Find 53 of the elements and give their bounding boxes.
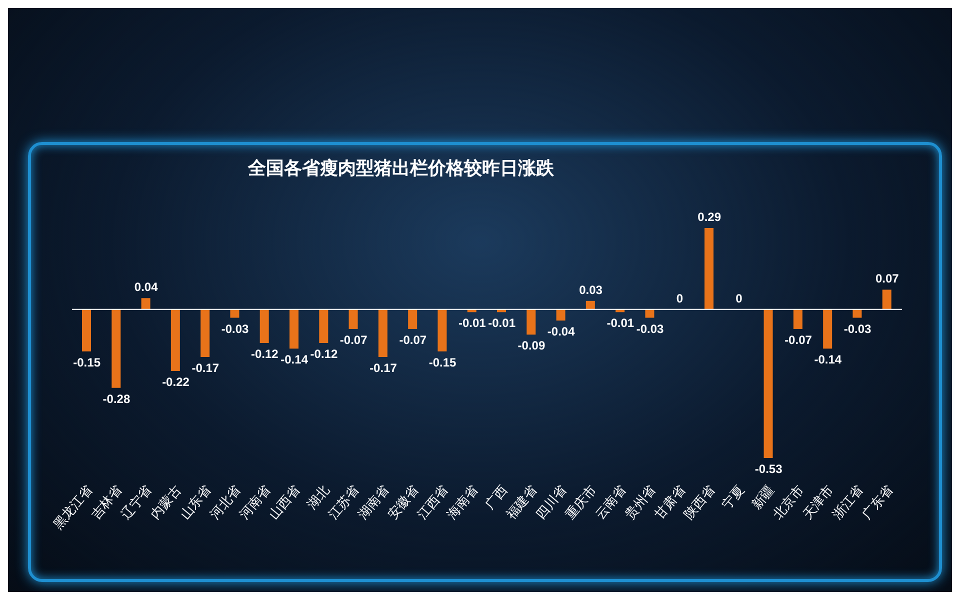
data-label: -0.01 — [488, 316, 516, 330]
bar — [260, 309, 269, 343]
bar — [290, 309, 298, 349]
data-label: 0.04 — [134, 280, 158, 294]
data-label: -0.12 — [310, 347, 338, 361]
x-tick-label: 宁夏 — [719, 482, 748, 512]
bar — [645, 309, 654, 318]
data-label: -0.03 — [844, 322, 872, 336]
bar — [82, 309, 91, 352]
data-label: -0.14 — [814, 352, 842, 367]
bar — [793, 309, 802, 329]
bar — [438, 309, 447, 352]
bar — [170, 309, 180, 372]
bar — [526, 309, 536, 335]
data-label: 0 — [736, 291, 743, 306]
data-label: -0.22 — [162, 375, 190, 390]
data-label: -0.01 — [606, 316, 634, 330]
data-label: -0.03 — [636, 322, 664, 336]
bar — [882, 290, 892, 310]
data-label: -0.04 — [547, 324, 576, 339]
data-label: 0.03 — [579, 282, 603, 297]
data-label: -0.15 — [428, 355, 457, 370]
data-label: -0.01 — [458, 316, 486, 330]
data-label: -0.17 — [370, 361, 398, 376]
data-label: -0.09 — [518, 338, 546, 353]
data-label: -0.14 — [280, 352, 308, 367]
data-label: -0.15 — [73, 355, 101, 370]
bar — [704, 228, 714, 310]
data-label: 0.07 — [876, 272, 900, 286]
bar — [852, 309, 862, 318]
bar — [348, 309, 358, 329]
data-label: -0.28 — [102, 392, 130, 406]
data-label: -0.07 — [784, 332, 812, 347]
bar — [408, 309, 418, 329]
data-label: -0.07 — [399, 332, 427, 347]
bar — [823, 309, 832, 349]
data-label: -0.07 — [340, 332, 368, 347]
data-label: -0.03 — [221, 322, 250, 336]
bar — [141, 298, 150, 310]
data-label: -0.53 — [754, 462, 783, 476]
data-label: -0.17 — [192, 361, 220, 376]
bar — [112, 309, 121, 388]
bar — [586, 300, 595, 310]
bar — [378, 309, 388, 358]
bar — [764, 309, 773, 458]
bar — [200, 309, 210, 358]
data-label: -0.12 — [251, 347, 279, 361]
bar — [230, 309, 240, 318]
bar — [319, 309, 328, 343]
data-label: 0 — [676, 291, 684, 306]
bar — [556, 309, 566, 321]
chart-title: 全国各省瘦肉型猪出栏价格较昨日涨跌 — [248, 157, 554, 180]
data-label: 0.29 — [698, 210, 722, 224]
